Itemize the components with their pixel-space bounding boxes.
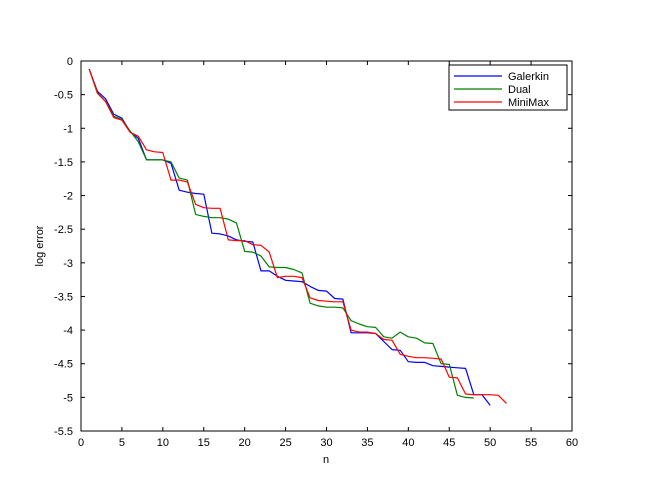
y-tick-label: -2 (63, 191, 73, 203)
legend-label-minimax: MiniMax (508, 97, 549, 109)
y-tick-label: -0.5 (54, 90, 73, 102)
x-axis-label: n (323, 454, 329, 466)
y-tick-label: -3 (63, 258, 73, 270)
series-line-minimax (88, 68, 507, 404)
x-tick-label: 40 (402, 437, 414, 449)
y-tick-label: -5.5 (54, 426, 73, 438)
y-tick-label: -4 (63, 325, 73, 337)
x-tick-label: 20 (239, 437, 251, 449)
x-tick-label: 0 (78, 437, 84, 449)
x-tick-label: 15 (198, 437, 210, 449)
y-tick-label: 0 (67, 56, 73, 68)
x-tick-label: 50 (484, 437, 496, 449)
legend-label-dual: Dual (508, 84, 531, 96)
x-tick-label: 25 (279, 437, 291, 449)
series-layer (88, 68, 507, 406)
x-tick-label: 10 (157, 437, 169, 449)
y-axis-label: log error (34, 225, 46, 266)
x-tick-label: 60 (566, 437, 578, 449)
y-tick-label: -2.5 (54, 224, 73, 236)
y-axis: 0 -0.5 -1 -1.5 -2 -2.5 -3 -3.5 -4 -4.5 -5 -5.5 (54, 56, 572, 438)
x-tick-label: 45 (443, 437, 455, 449)
legend-label-galerkin: Galerkin (508, 71, 549, 83)
y-tick-label: -5 (63, 392, 73, 404)
x-tick-label: 30 (320, 437, 332, 449)
series-line-dual (88, 68, 474, 399)
x-tick-label: 5 (119, 437, 125, 449)
y-tick-label: -3.5 (54, 291, 73, 303)
plot-background (81, 61, 572, 431)
y-tick-label: -4.5 (54, 359, 73, 371)
x-axis: 0 5 10 15 20 25 30 35 40 45 50 55 60 (78, 61, 578, 449)
y-tick-label: -1 (63, 123, 73, 135)
x-tick-label: 55 (525, 437, 537, 449)
x-tick-label: 35 (361, 437, 373, 449)
y-tick-label: -1.5 (54, 157, 73, 169)
